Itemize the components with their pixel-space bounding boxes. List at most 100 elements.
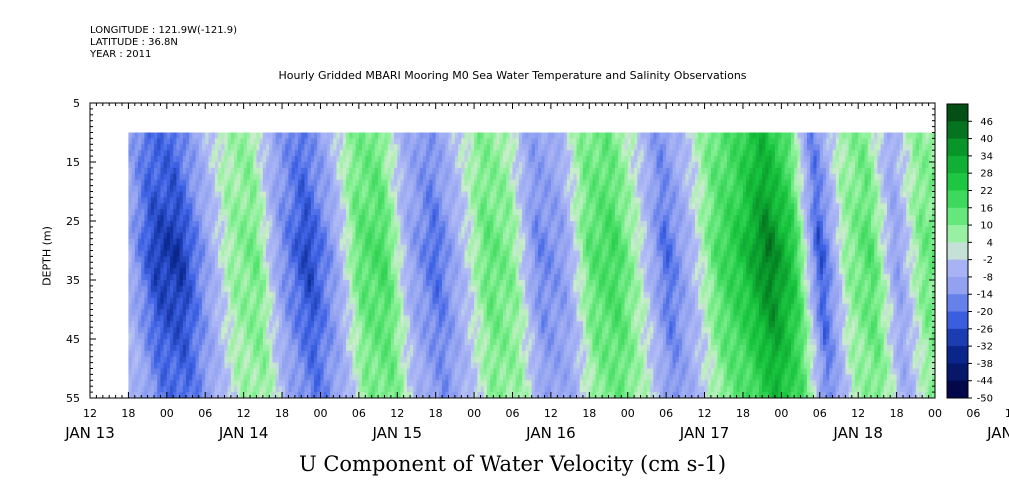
heatmap-cell xyxy=(346,344,350,352)
heatmap-cell xyxy=(410,333,414,340)
heatmap-cell xyxy=(243,250,248,257)
heatmap-cell xyxy=(438,297,443,304)
heatmap-cell xyxy=(282,303,286,310)
heatmap-cell xyxy=(291,138,296,145)
heatmap-cell xyxy=(160,132,165,139)
heatmap-cell xyxy=(480,197,485,204)
heatmap-cell xyxy=(317,268,321,275)
heatmap-cell xyxy=(176,380,181,387)
heatmap-cell xyxy=(141,333,145,340)
heatmap-cell xyxy=(435,262,440,269)
heatmap-cell xyxy=(234,339,238,346)
heatmap-cell xyxy=(227,185,232,192)
heatmap-cell xyxy=(445,221,449,228)
heatmap-cell xyxy=(323,232,328,240)
heatmap-cell xyxy=(426,221,430,228)
heatmap-cell xyxy=(182,162,187,169)
heatmap-cell xyxy=(470,185,475,192)
heatmap-cell xyxy=(173,215,177,222)
heatmap-cell xyxy=(339,350,344,358)
heatmap-cell xyxy=(339,197,344,204)
heatmap-cell xyxy=(160,173,165,181)
heatmap-cell xyxy=(419,197,424,204)
heatmap-cell xyxy=(269,280,273,287)
heatmap-cell xyxy=(253,339,257,346)
heatmap-cell xyxy=(461,167,465,175)
heatmap-cell xyxy=(470,350,475,358)
heatmap-cell xyxy=(397,303,401,310)
heatmap-cell xyxy=(304,244,309,251)
heatmap-cell xyxy=(250,256,254,263)
heatmap-cell xyxy=(291,309,296,316)
heatmap-cell xyxy=(474,315,478,322)
heatmap-cell xyxy=(230,162,235,169)
heatmap-cell xyxy=(298,179,302,186)
heatmap-cell xyxy=(438,280,443,287)
heatmap-cell xyxy=(323,315,328,322)
heatmap-cell xyxy=(240,303,245,310)
heatmap-cell xyxy=(349,386,353,393)
heatmap-cell xyxy=(416,333,421,340)
heatmap-cell xyxy=(173,250,177,257)
heatmap-cell xyxy=(278,262,283,269)
heatmap-cell xyxy=(186,333,190,340)
heatmap-cell xyxy=(438,144,443,151)
heatmap-cell xyxy=(320,344,325,352)
heatmap-cell xyxy=(330,268,334,275)
heatmap-cell xyxy=(240,274,245,281)
heatmap-cell xyxy=(262,179,267,186)
heatmap-cell xyxy=(464,226,469,234)
heatmap-cell xyxy=(336,356,341,363)
heatmap-cell xyxy=(342,274,347,281)
heatmap-cell xyxy=(406,156,411,163)
heatmap-cell xyxy=(144,386,149,393)
heatmap-cell xyxy=(211,315,216,322)
heatmap-cell xyxy=(474,162,478,169)
heatmap-cell xyxy=(237,150,241,157)
heatmap-cell xyxy=(221,191,225,198)
heatmap-cell xyxy=(448,274,453,281)
heatmap-cell xyxy=(381,297,385,304)
heatmap-cell xyxy=(307,291,312,299)
heatmap-cell xyxy=(234,309,238,316)
heatmap-cell xyxy=(285,274,289,281)
heatmap-cell xyxy=(160,268,165,275)
heatmap-cell xyxy=(374,315,379,322)
heatmap-cell xyxy=(454,344,459,352)
heatmap-cell xyxy=(358,386,363,393)
heatmap-cell xyxy=(189,327,193,334)
heatmap-cell xyxy=(390,209,395,216)
heatmap-cell xyxy=(330,380,334,387)
heatmap-cell xyxy=(349,333,353,340)
heatmap-cell xyxy=(170,274,174,281)
heatmap-cell xyxy=(294,221,299,228)
heatmap-cell xyxy=(176,321,181,328)
heatmap-cell xyxy=(285,197,289,204)
heatmap-cell xyxy=(406,374,411,381)
heatmap-cell xyxy=(163,167,168,175)
heatmap-cell xyxy=(259,138,264,145)
heatmap-cell xyxy=(362,356,366,363)
heatmap-cell xyxy=(317,362,321,369)
heatmap-cell xyxy=(160,226,165,234)
heatmap-cell xyxy=(355,132,360,139)
heatmap-cell xyxy=(406,132,411,139)
heatmap-cell xyxy=(438,244,443,251)
heatmap-cell xyxy=(259,268,264,275)
heatmap-cell xyxy=(406,327,411,334)
heatmap-cell xyxy=(160,386,165,393)
heatmap-cell xyxy=(214,132,219,139)
heatmap-cell xyxy=(464,173,469,181)
heatmap-cell xyxy=(394,297,398,304)
heatmap-cell xyxy=(208,315,213,322)
heatmap-cell xyxy=(374,333,379,340)
heatmap-cell xyxy=(154,132,158,139)
heatmap-cell xyxy=(230,209,235,216)
heatmap-cell xyxy=(269,339,273,346)
heatmap-cell xyxy=(147,362,152,369)
heatmap-cell xyxy=(474,368,478,375)
heatmap-cell xyxy=(298,262,302,269)
heatmap-cell xyxy=(454,173,459,181)
heatmap-cell xyxy=(442,368,446,375)
heatmap-cell xyxy=(320,280,325,287)
